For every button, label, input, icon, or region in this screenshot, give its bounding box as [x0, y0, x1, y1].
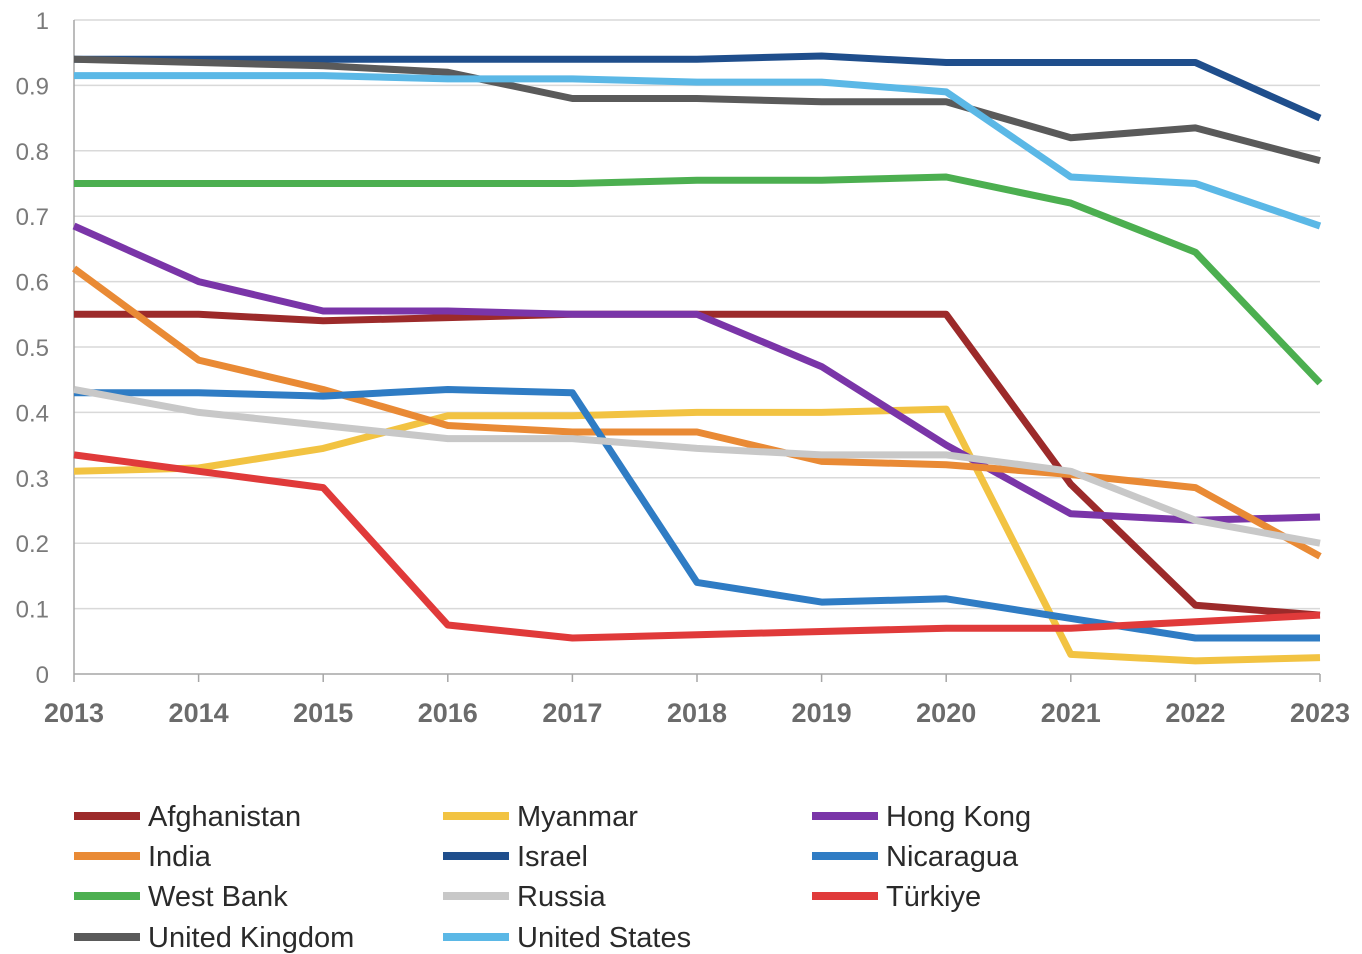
legend-label-israel: Israel	[517, 841, 588, 873]
series-lines	[71, 52, 1323, 665]
x-tick-label: 2017	[542, 698, 602, 728]
series-line-myanmar	[73, 405, 1321, 665]
legend-label-myanmar: Myanmar	[517, 801, 638, 833]
series-line-united-states	[74, 72, 1322, 230]
y-tick-label: 0.1	[16, 597, 49, 624]
y-tick-label: 1	[36, 8, 49, 35]
legend-label-hong-kong: Hong Kong	[886, 801, 1031, 833]
x-tick-label: 2016	[418, 698, 478, 728]
series-line-israel	[74, 52, 1322, 122]
series-line-t-rkiye	[73, 451, 1321, 642]
legend-label-united-states: United States	[517, 922, 691, 954]
legend: Afghanistan Myanmar Hong Kong India Israel Ni…	[74, 801, 1031, 954]
x-tick-label: 2014	[169, 698, 229, 728]
y-tick-label: 0.2	[16, 531, 49, 558]
x-tick-label: 2021	[1041, 698, 1101, 728]
x-tick-label: 2022	[1165, 698, 1225, 728]
y-tick-label: 0	[36, 662, 49, 689]
legend-label-nicaragua: Nicaragua	[886, 841, 1019, 873]
legend-label-india: India	[148, 841, 212, 873]
legend-label-west-bank: West Bank	[148, 881, 288, 913]
series-line-russia	[73, 386, 1321, 547]
y-tick-label: 0.9	[16, 73, 49, 100]
x-tick-label: 2023	[1290, 698, 1350, 728]
series-line-afghanistan	[74, 310, 1321, 619]
x-tick-label: 2018	[667, 698, 727, 728]
y-tick-label: 0.5	[16, 335, 49, 362]
axes	[73, 20, 1321, 682]
series-line-india	[71, 265, 1322, 560]
x-tick-label: 2015	[293, 698, 353, 728]
legend-label-afghanistan: Afghanistan	[148, 801, 301, 833]
x-tick-labels: 2013 2014 2015 2016 2017 2018 2019 2020 2021 2022…	[44, 698, 1350, 728]
y-tick-label: 0.6	[16, 270, 49, 297]
series-line-west-bank	[74, 173, 1323, 386]
y-tick-label: 0.4	[16, 400, 49, 427]
x-tick-label: 2019	[792, 698, 852, 728]
y-tick-label: 0.3	[16, 466, 49, 493]
y-tick-label: 0.7	[16, 204, 49, 231]
y-tick-labels: 0 0.1 0.2 0.3 0.4 0.5 0.6 0.7 0.8 0.9 1	[16, 8, 49, 689]
x-tick-label: 2013	[44, 698, 104, 728]
series-line-hong-kong	[72, 222, 1321, 524]
legend-label-russia: Russia	[517, 881, 607, 913]
legend-label-t-rkiye: Türkiye	[886, 881, 981, 913]
y-tick-label: 0.8	[16, 139, 49, 166]
series-line-united-kingdom	[73, 55, 1321, 164]
x-tick-label: 2020	[916, 698, 976, 728]
legend-label-united-kingdom: United Kingdom	[148, 922, 354, 954]
